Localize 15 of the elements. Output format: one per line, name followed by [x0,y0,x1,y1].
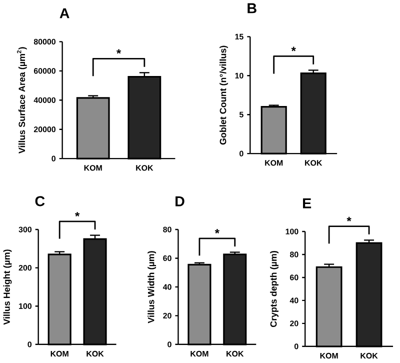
chart-title: D [176,196,184,206]
chart-title: C [35,196,45,206]
chart-title: B [248,3,256,13]
y-axis-title: Villus Height (µm) [3,249,12,325]
annotation: * [116,49,122,54]
y-axis-title: Villus Surface Area (µm$^{2}$) [16,46,27,154]
text: * [346,216,352,222]
y-axis-title: Villus Width (µm) [148,250,156,324]
annotation: * [214,228,220,234]
annotation: * [291,46,296,52]
y-axis-title: Goblet Count (n°/villus) [220,46,228,144]
y-axis-title: Crypts depth (µm) [270,250,278,327]
chart-title: E [303,198,312,208]
text: * [75,212,80,216]
chart-title: A [60,8,70,18]
